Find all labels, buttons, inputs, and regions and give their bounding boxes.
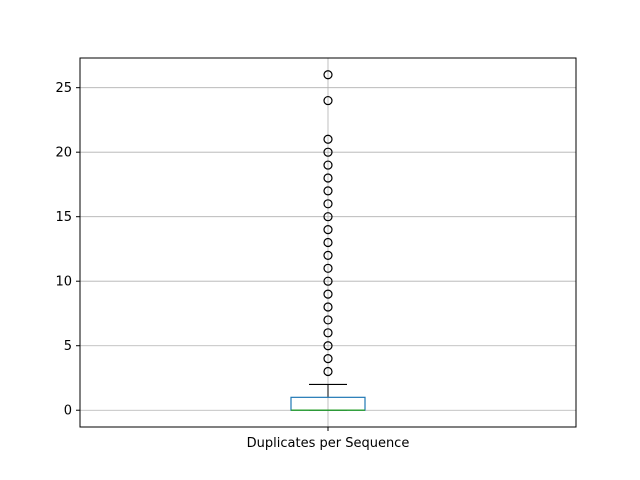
outlier-point bbox=[323, 237, 333, 248]
y-tick-label: 0 bbox=[64, 404, 72, 419]
outlier-point bbox=[323, 354, 333, 364]
x-tick-label: Duplicates per Sequence bbox=[247, 436, 410, 451]
outlier-point bbox=[323, 199, 333, 209]
outlier-point bbox=[323, 315, 333, 325]
grid-layer bbox=[80, 58, 576, 427]
outlier-point bbox=[323, 173, 333, 183]
y-axis: 0 5 10 15 20 25 bbox=[55, 81, 80, 419]
outlier-point bbox=[323, 134, 333, 144]
y-tick-label: 15 bbox=[55, 210, 72, 225]
outlier-point bbox=[323, 366, 333, 377]
outlier-point bbox=[323, 341, 333, 351]
y-tick-label: 10 bbox=[55, 275, 72, 290]
plot-layer bbox=[290, 70, 366, 411]
outlier-point bbox=[323, 186, 333, 196]
outlier-point bbox=[323, 70, 333, 80]
x-axis: Duplicates per Sequence bbox=[247, 427, 410, 451]
outlier-point bbox=[323, 147, 333, 157]
outlier-point bbox=[323, 328, 333, 338]
outlier-point bbox=[323, 263, 333, 273]
outlier-point bbox=[323, 302, 333, 312]
y-tick-label: 20 bbox=[55, 146, 72, 161]
outlier-point bbox=[323, 250, 333, 261]
y-tick-label: 25 bbox=[55, 81, 72, 96]
outlier-point bbox=[323, 212, 333, 222]
outlier-point bbox=[323, 289, 333, 299]
outlier-point bbox=[323, 224, 333, 235]
y-tick-label: 5 bbox=[64, 339, 72, 354]
outlier-point bbox=[323, 276, 333, 286]
outlier-point bbox=[323, 160, 333, 170]
outlier-point bbox=[323, 95, 333, 106]
